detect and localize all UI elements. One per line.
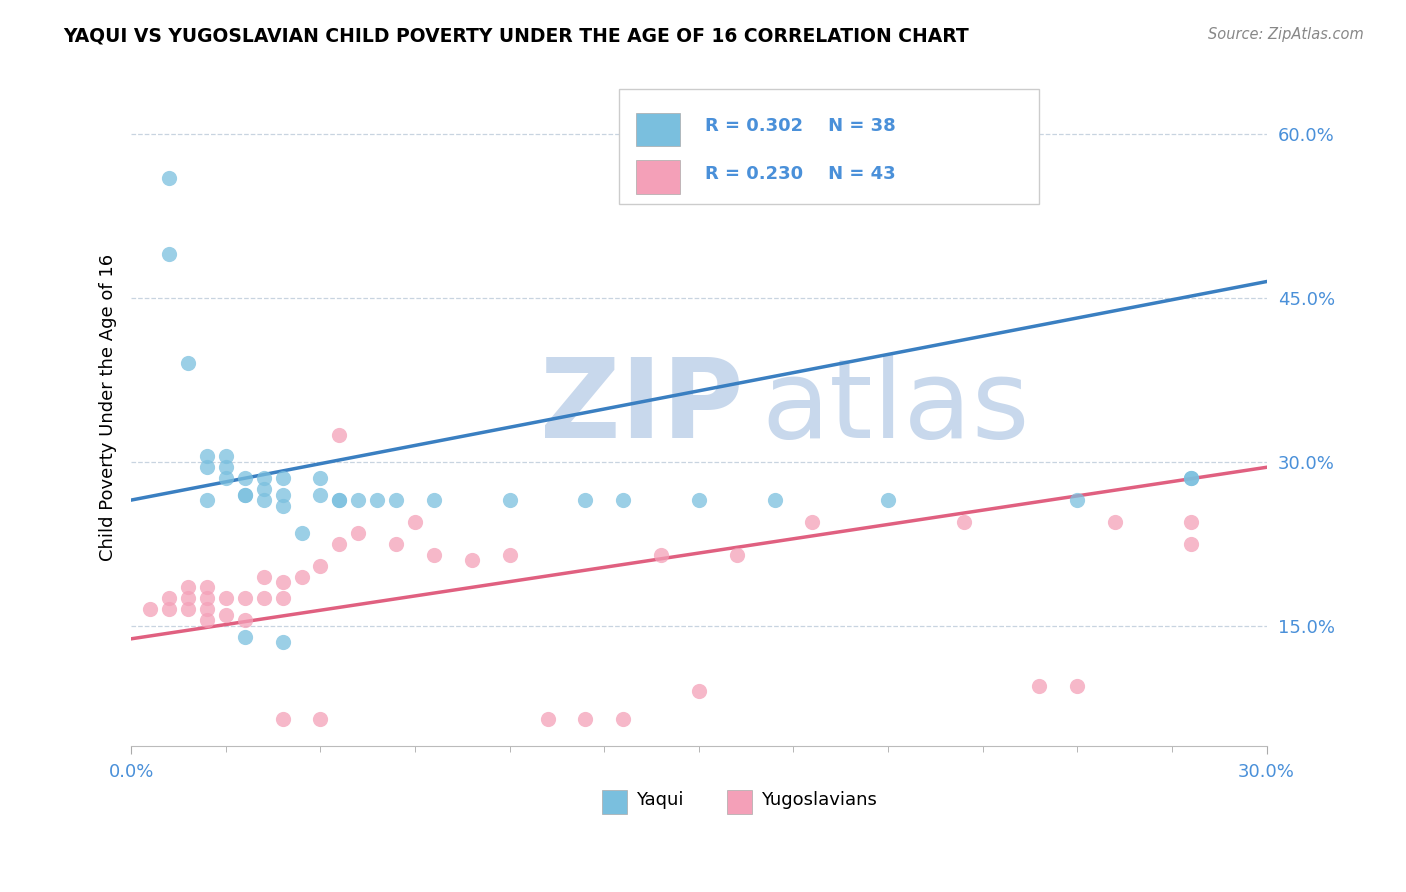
Point (195, 602, 218, 616)
Point (309, 712, 332, 726)
Point (688, 493, 710, 508)
Text: atlas: atlas (761, 354, 1029, 460)
FancyBboxPatch shape (637, 161, 679, 194)
Text: Yaqui: Yaqui (637, 791, 683, 809)
Point (1180, 471, 1202, 485)
Point (271, 487, 294, 501)
Point (461, 553, 484, 567)
Point (1066, 493, 1088, 508)
Text: YAQUI VS YUGOSLAVIAN CHILD POVERTY UNDER THE AGE OF 16 CORRELATION CHART: YAQUI VS YUGOSLAVIAN CHILD POVERTY UNDER… (63, 27, 969, 45)
Point (271, 471, 294, 485)
Point (195, 613, 218, 627)
Text: Source: ZipAtlas.com: Source: ZipAtlas.com (1208, 27, 1364, 42)
Point (1180, 537, 1202, 551)
Point (612, 493, 634, 508)
Point (1104, 515, 1126, 529)
Point (952, 515, 974, 529)
Text: R = 0.230    N = 43: R = 0.230 N = 43 (704, 164, 896, 183)
Point (290, 525, 312, 540)
Point (536, 712, 558, 726)
Point (328, 537, 350, 551)
Point (877, 493, 900, 508)
Point (195, 581, 218, 595)
Point (688, 684, 710, 698)
Point (423, 548, 446, 562)
Point (290, 569, 312, 583)
Point (157, 602, 180, 616)
Point (233, 487, 256, 501)
Point (801, 515, 824, 529)
FancyBboxPatch shape (602, 790, 627, 814)
Text: R = 0.302    N = 38: R = 0.302 N = 38 (704, 117, 896, 135)
Point (650, 548, 672, 562)
Point (404, 515, 426, 529)
Point (253, 471, 276, 485)
Point (498, 493, 520, 508)
Point (215, 450, 238, 464)
Point (253, 569, 276, 583)
Point (157, 247, 180, 261)
FancyBboxPatch shape (637, 113, 679, 146)
Point (309, 558, 332, 573)
Point (385, 537, 408, 551)
Point (309, 471, 332, 485)
Point (271, 574, 294, 589)
Point (328, 493, 350, 508)
Point (574, 493, 596, 508)
Point (309, 487, 332, 501)
Point (328, 493, 350, 508)
Point (271, 635, 294, 649)
Point (1180, 515, 1202, 529)
Point (253, 591, 276, 606)
Point (177, 602, 200, 616)
Point (215, 471, 238, 485)
Point (233, 471, 256, 485)
Point (177, 581, 200, 595)
Text: ZIP: ZIP (540, 354, 744, 460)
Point (233, 613, 256, 627)
Point (385, 493, 408, 508)
Point (1028, 679, 1050, 693)
Point (347, 493, 370, 508)
Point (347, 525, 370, 540)
Point (157, 170, 180, 185)
Y-axis label: Child Poverty Under the Age of 16: Child Poverty Under the Age of 16 (100, 253, 117, 561)
FancyBboxPatch shape (727, 790, 752, 814)
Point (271, 591, 294, 606)
Point (195, 460, 218, 475)
Point (215, 607, 238, 622)
Point (574, 712, 596, 726)
Point (157, 591, 180, 606)
Point (498, 548, 520, 562)
Point (1180, 471, 1202, 485)
Point (233, 487, 256, 501)
Point (215, 591, 238, 606)
Point (612, 712, 634, 726)
FancyBboxPatch shape (620, 89, 1039, 204)
Point (233, 591, 256, 606)
Point (195, 493, 218, 508)
Point (215, 460, 238, 475)
Point (271, 499, 294, 513)
Point (1066, 679, 1088, 693)
Point (177, 357, 200, 371)
Point (253, 482, 276, 496)
Point (725, 548, 748, 562)
Point (271, 712, 294, 726)
Text: Yugoslavians: Yugoslavians (761, 791, 877, 809)
Point (177, 591, 200, 606)
Point (233, 630, 256, 644)
Point (423, 493, 446, 508)
Point (328, 427, 350, 442)
Point (139, 602, 162, 616)
Point (366, 493, 388, 508)
Point (763, 493, 786, 508)
Point (195, 450, 218, 464)
Point (253, 493, 276, 508)
Point (195, 591, 218, 606)
